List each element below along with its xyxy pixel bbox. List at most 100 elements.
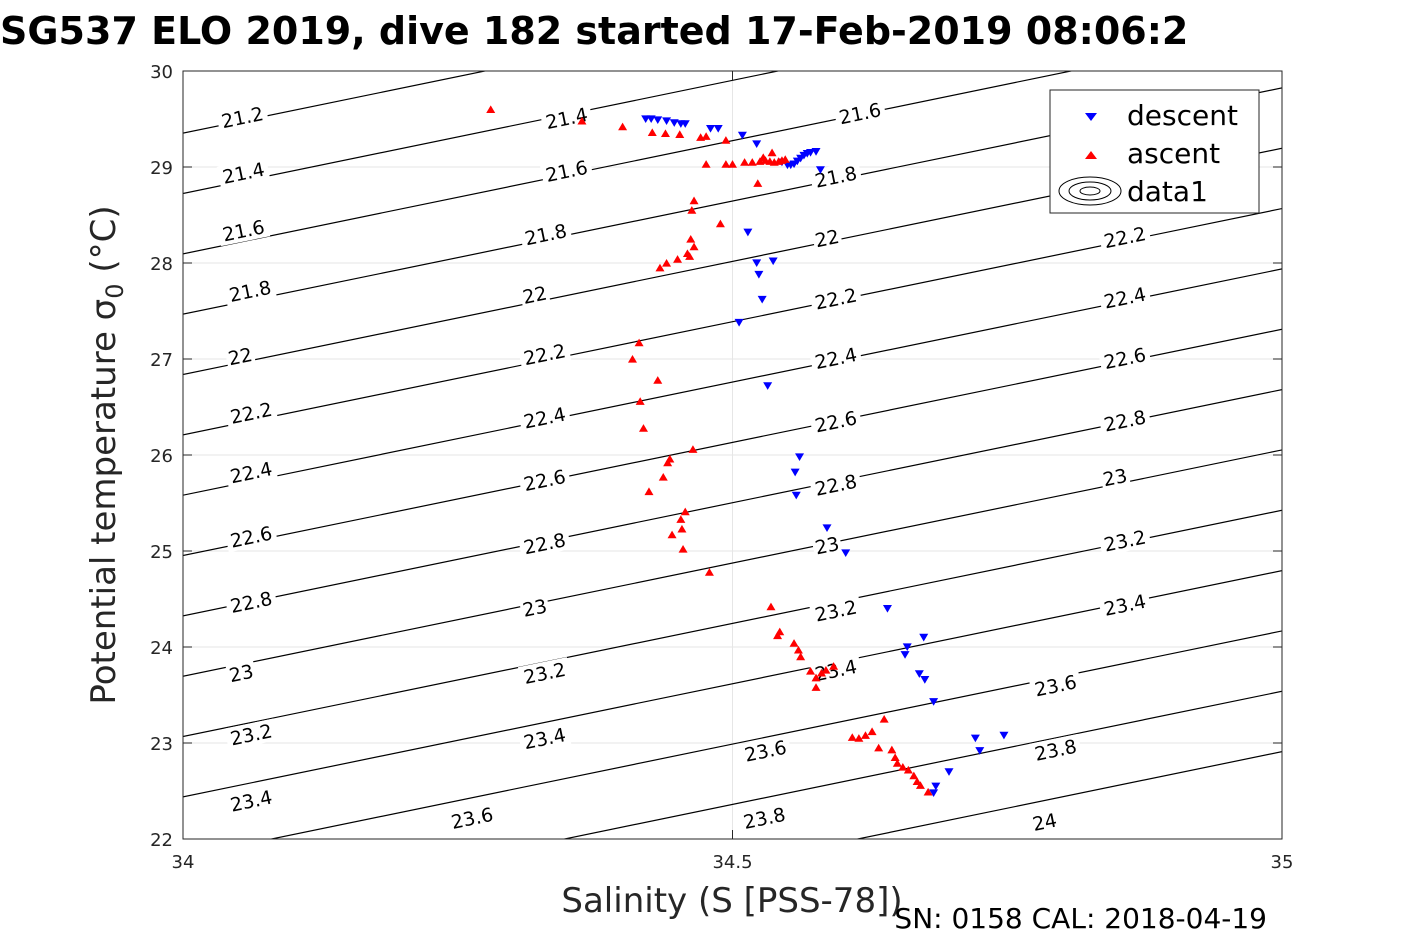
legend-box bbox=[1049, 89, 1260, 214]
density-contour-line bbox=[183, 71, 1074, 255]
contour-label-background bbox=[1098, 342, 1152, 374]
contour-label: 22 bbox=[226, 344, 254, 370]
ascent-point bbox=[618, 122, 628, 131]
ascent-point bbox=[747, 158, 757, 166]
descent-point bbox=[815, 166, 825, 174]
contour-label-background bbox=[1028, 808, 1061, 836]
ascent-point bbox=[887, 745, 897, 754]
density-contour-line bbox=[561, 690, 1282, 839]
ascent-point bbox=[879, 714, 889, 723]
ascent-point bbox=[673, 255, 683, 263]
descent-point bbox=[919, 633, 929, 642]
ascent-point bbox=[667, 530, 677, 539]
ascent-point bbox=[767, 148, 777, 157]
ascent-point bbox=[903, 765, 913, 774]
ascent-point bbox=[766, 602, 776, 611]
contour-label-background bbox=[809, 468, 863, 501]
contour-label-background bbox=[445, 802, 499, 834]
descent-point bbox=[768, 257, 778, 266]
ascent-point bbox=[627, 354, 637, 363]
contour-label: 22 bbox=[813, 226, 841, 252]
contour-label-background bbox=[809, 405, 863, 438]
contour-label-background bbox=[517, 657, 572, 689]
descent-point bbox=[791, 491, 801, 500]
contour-label-background bbox=[1098, 221, 1152, 253]
ascent-point bbox=[780, 155, 790, 163]
y-tick-label: 22 bbox=[150, 830, 173, 851]
descent-point bbox=[795, 453, 805, 461]
descent-point bbox=[763, 382, 773, 390]
y-axis-ticks: 22 23 24 25 26 27 28 29 30 bbox=[150, 62, 1282, 851]
ascent-point bbox=[811, 673, 821, 682]
ascent-point bbox=[689, 242, 699, 251]
contour-label-background bbox=[518, 218, 573, 251]
descent-point bbox=[999, 731, 1009, 740]
descent-point bbox=[737, 131, 747, 140]
density-contour-line bbox=[183, 449, 1282, 677]
descent-point bbox=[944, 768, 954, 776]
descent-point bbox=[669, 119, 679, 127]
contour-label-background bbox=[737, 802, 792, 834]
y-axis-title-subscript: 0 bbox=[101, 283, 129, 298]
descent-point bbox=[920, 676, 930, 684]
contour-label-background bbox=[215, 101, 270, 133]
legend-descent-marker bbox=[1085, 113, 1097, 121]
ascent-point bbox=[676, 515, 686, 523]
contour-label-background bbox=[809, 654, 863, 686]
x-tick-label: 34.5 bbox=[712, 852, 752, 873]
density-contour-line bbox=[854, 751, 1282, 839]
x-axis-ticks: 34 34.5 35 bbox=[172, 71, 1293, 873]
y-axis-title: Potential temperature σ0 (°C) bbox=[84, 205, 129, 704]
contour-labels: 21.221.421.621.82222.222.422.622.82323.2… bbox=[215, 97, 1152, 836]
contour-label-background bbox=[216, 156, 271, 189]
descent-point bbox=[900, 651, 910, 659]
contour-label-background bbox=[1098, 588, 1152, 621]
descent-point bbox=[752, 259, 762, 268]
contour-label-background bbox=[738, 734, 793, 767]
ascent-point bbox=[655, 263, 665, 272]
contour-label-background bbox=[1028, 669, 1083, 702]
contour-label-background bbox=[224, 396, 278, 429]
chart-title: SG537 ELO 2019, dive 182 started 17-Feb-… bbox=[0, 9, 1188, 53]
ascent-point bbox=[688, 445, 698, 453]
y-tick-label: 29 bbox=[150, 158, 173, 179]
descent-point bbox=[662, 117, 672, 125]
y-tick-label: 25 bbox=[150, 542, 173, 563]
ascent-point bbox=[867, 727, 877, 736]
contour-label-background bbox=[539, 102, 594, 134]
contour-label-background bbox=[1099, 463, 1131, 491]
ascent-point bbox=[685, 252, 695, 260]
ascent-point bbox=[678, 545, 688, 553]
ascent-point bbox=[638, 424, 648, 432]
ascent-point bbox=[811, 683, 821, 691]
ascent-point bbox=[892, 759, 902, 767]
contour-label-background bbox=[809, 282, 863, 315]
y-tick-label: 28 bbox=[150, 254, 173, 275]
density-contour-line bbox=[183, 71, 488, 134]
descent-point bbox=[929, 789, 939, 797]
contour-label-background bbox=[517, 527, 572, 560]
density-contour-line bbox=[268, 630, 1282, 839]
ascent-point bbox=[758, 153, 768, 161]
contour-label-background bbox=[1098, 404, 1152, 437]
ascent-point bbox=[793, 645, 803, 654]
legend-data1-label: data1 bbox=[1127, 175, 1208, 208]
contour-label-background bbox=[224, 520, 278, 553]
ascent-point bbox=[635, 397, 645, 405]
ascent-point bbox=[753, 179, 763, 187]
contour-label-background bbox=[225, 659, 258, 687]
ascent-point bbox=[728, 160, 737, 168]
legend-ascent-marker bbox=[1085, 151, 1097, 159]
descent-point bbox=[970, 734, 980, 743]
ascent-point bbox=[486, 105, 496, 113]
descent-point bbox=[929, 698, 939, 706]
contour-label-background bbox=[224, 718, 278, 751]
descent-point bbox=[882, 605, 892, 613]
ascent-point bbox=[677, 524, 687, 533]
ascent-point bbox=[653, 376, 663, 384]
y-tick-label: 27 bbox=[150, 350, 173, 371]
x-axis-title: Salinity (S [PSS-78]) bbox=[561, 881, 902, 921]
density-contour-line bbox=[183, 71, 781, 195]
legend-ascent-label: ascent bbox=[1127, 137, 1220, 170]
contour-label-background bbox=[833, 97, 887, 130]
